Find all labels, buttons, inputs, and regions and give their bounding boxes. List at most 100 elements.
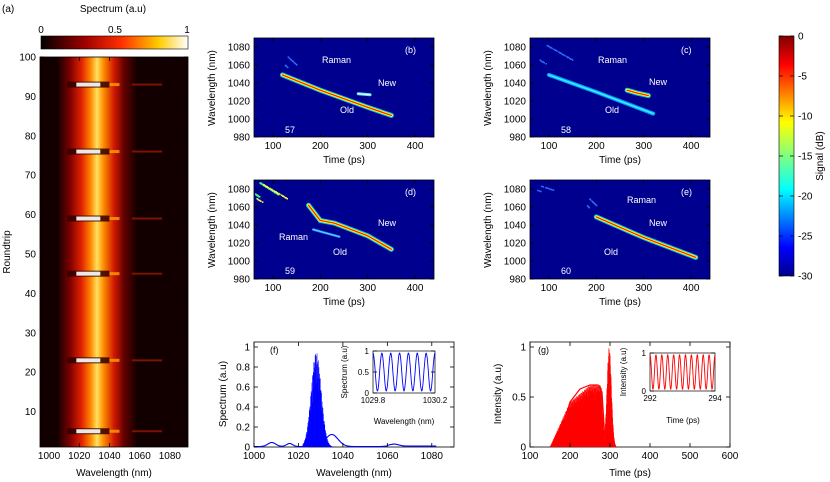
panel-e-label-raman: Raman <box>627 195 656 205</box>
panel-b-ytick-label: 980 <box>233 133 250 144</box>
burst-side <box>109 429 120 433</box>
raman-speckle <box>257 195 259 197</box>
panel-f-xtick-label: 1060 <box>376 451 399 462</box>
panel-b-plot <box>253 37 435 138</box>
raman-speckle <box>256 198 258 200</box>
burst-tail <box>132 83 163 86</box>
raman-speckle <box>546 44 549 47</box>
raman-speckle <box>260 182 262 185</box>
panel-e-traces <box>537 185 699 260</box>
burst-bright <box>76 429 101 434</box>
burst-tail <box>132 217 163 220</box>
panel-b-ytick-label: 1020 <box>228 97 251 108</box>
old-pulse-trace <box>312 229 340 238</box>
raman-speckle <box>293 61 295 64</box>
panel-a-ytick-label: 30 <box>25 328 37 339</box>
panel-c-axes: 100 200 300 400 980 1000 1020 1040 1060 1080 <box>504 38 710 152</box>
panel-g-xtick-label: 200 <box>562 451 579 462</box>
burst-side <box>109 272 120 276</box>
panel-d-letter: (d) <box>405 187 416 197</box>
panel-f-inset-xlabel: Wavelength (nm) <box>374 417 435 426</box>
panel-e-xlabel: Time (ps) <box>599 297 641 308</box>
panel-g-xtick-label: 600 <box>722 451 739 462</box>
burst-bright <box>76 216 101 221</box>
raman-speckle <box>261 183 263 186</box>
raman-speckle <box>261 201 264 203</box>
panel-d-label-old: Old <box>333 247 347 257</box>
panel-g-inset-xlabel: Time (ps) <box>666 416 700 425</box>
raman-speckle <box>255 193 257 196</box>
raman-speckle <box>553 48 555 51</box>
colorbar-a-tick-1: 0.5 <box>108 25 122 36</box>
panel-f-inset-ytick-label: 1 <box>365 347 370 356</box>
panel-e-ytick-label: 980 <box>509 275 526 286</box>
panel-b-xtick-label: 400 <box>407 141 424 152</box>
raman-speckle <box>270 188 272 191</box>
panel-a-xtick-label: 1040 <box>98 451 121 462</box>
colorbar-a-title: Spectrum (a.u) <box>80 4 146 15</box>
panel-b-ytick-label: 1040 <box>228 79 251 90</box>
raman-speckle <box>589 199 592 201</box>
raman-speckle <box>295 64 298 66</box>
panel-b-roundtrip: 57 <box>285 125 295 135</box>
panel-f-inset-ylabel: Spectrum (a.u) <box>340 345 349 398</box>
panel-f-spectrum <box>254 353 437 448</box>
panel-g-inset-ylabel: Intensity (a.u) <box>619 347 628 396</box>
panel-d-ytick-label: 1040 <box>228 221 251 232</box>
raman-speckle <box>255 194 258 197</box>
raman-speckle <box>269 187 271 190</box>
panel-e-roundtrip: 60 <box>561 266 571 276</box>
panel-f-xtick-label: 1040 <box>332 451 355 462</box>
panel-c-letter: (c) <box>681 45 692 55</box>
panel-b-ytick-label: 1000 <box>228 115 251 126</box>
burst-bright <box>76 358 101 363</box>
colorbar-signal-title: Signal (dB) <box>815 131 826 180</box>
panel-a-axes: 1000 1020 1040 1060 108010203040506070809010… <box>19 53 188 462</box>
panel-g-xtick-label: 100 <box>522 451 539 462</box>
panel-e-ytick-label: 1040 <box>504 221 527 232</box>
panel-c-xlabel: Time (ps) <box>599 155 641 166</box>
panel-g-ytick-label: 1 <box>520 343 526 354</box>
raman-speckle <box>281 195 284 197</box>
raman-speckle <box>276 191 278 194</box>
panel-a-ytick-label: 60 <box>25 210 37 221</box>
colorbar-signal-tick-label: -10 <box>798 112 813 123</box>
panel-d-xtick-label: 400 <box>407 283 424 294</box>
panel-a-ytick-label: 50 <box>25 249 37 260</box>
raman-speckle <box>565 55 568 58</box>
raman-speckle <box>258 199 260 202</box>
panel-d-xtick-label: 100 <box>265 283 282 294</box>
colorbar-a <box>40 35 189 50</box>
panel-b-ytick-label: 1080 <box>228 43 251 54</box>
raman-speckle <box>265 185 268 188</box>
raman-speckle <box>539 59 541 61</box>
panel-g-inset-xtick-label: 294 <box>708 394 722 403</box>
panel-f-xtick-label: 1080 <box>421 451 444 462</box>
heatmap-roundtrip <box>39 56 189 448</box>
raman-speckle <box>554 49 556 51</box>
burst-tail <box>132 430 163 433</box>
raman-speckle <box>549 46 552 49</box>
panel-a-ytick-label: 100 <box>19 53 36 64</box>
panel-a-xlabel: Wavelength (nm) <box>76 468 152 479</box>
panel-e-axes: 100 200 300 400 980 1000 1020 1040 1060 1080 <box>504 180 710 294</box>
panel-e-letter: (e) <box>681 187 692 197</box>
raman-speckle <box>267 187 270 190</box>
panel-c-label-new: New <box>649 77 668 87</box>
panel-c-xtick-label: 200 <box>588 141 605 152</box>
raman-speckle <box>545 63 547 65</box>
panel-c-roundtrip: 58 <box>561 125 571 135</box>
panel-c-ytick-label: 980 <box>509 133 526 144</box>
panel-c-xtick-label: 300 <box>635 141 652 152</box>
panel-g-xtick-label: 500 <box>682 451 699 462</box>
raman-speckle <box>570 58 572 60</box>
panel-g: 100 200 300 400 500 600 0 0.5 1 (g) Time (ps) In… <box>493 341 739 479</box>
panel-g-intensity <box>549 348 621 448</box>
panel-f-ytick-label: 1 <box>244 343 250 354</box>
panel-a-ytick-label: 10 <box>25 407 37 418</box>
raman-speckle <box>558 51 560 53</box>
panel-a-ytick-label: 80 <box>25 131 37 142</box>
heatmap-a-band <box>58 57 136 447</box>
